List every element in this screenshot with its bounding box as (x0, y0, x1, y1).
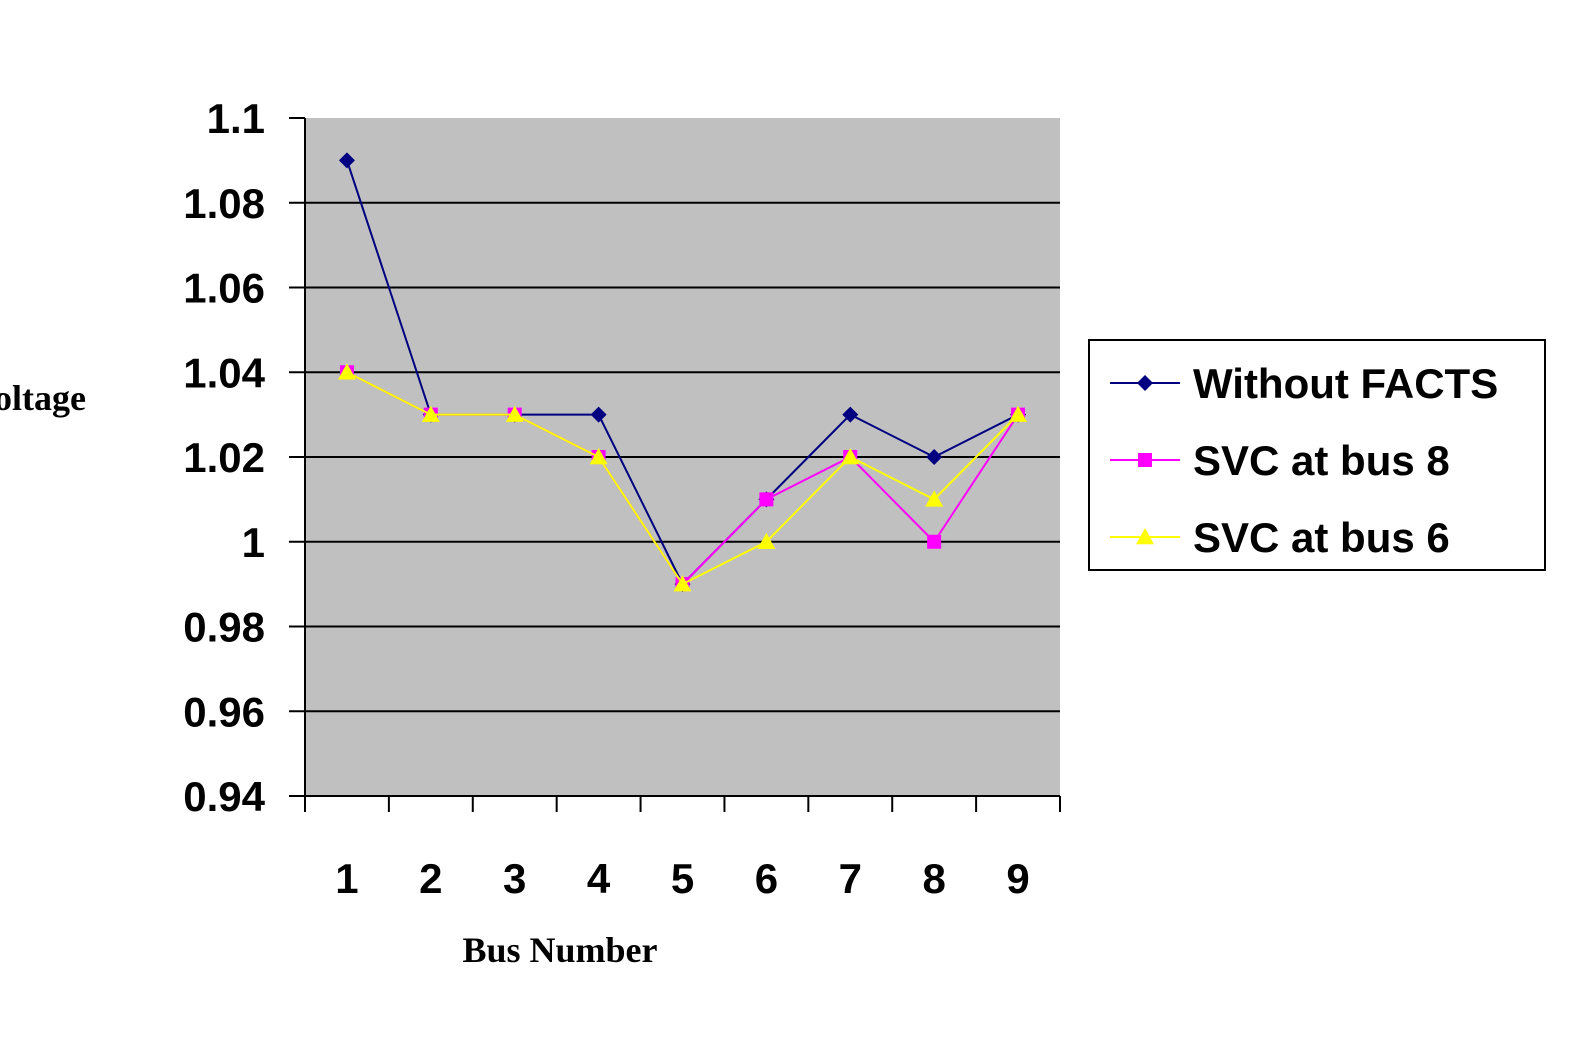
gridlines (305, 201, 1060, 713)
data-point (590, 406, 607, 423)
data-point (926, 449, 943, 465)
x-axis-title: Bus Number (462, 930, 657, 970)
y-tick-label: 1.04 (183, 349, 265, 396)
x-tick-label: 8 (922, 855, 945, 902)
x-tick-labels: 1 2 3 4 5 6 7 8 9 (335, 855, 1029, 902)
data-point (337, 363, 356, 380)
data-point (927, 534, 942, 549)
x-tick-label: 1 (335, 855, 358, 902)
axes (289, 117, 1061, 812)
data-point (1009, 405, 1028, 422)
legend-label: SVC at bus 6 (1193, 514, 1450, 561)
y-tick-label: 1.08 (183, 180, 265, 227)
y-tick-labels: 1.1 1.08 1.06 1.04 1.02 1 0.98 0.96 0.94 (183, 95, 265, 820)
data-point (925, 490, 944, 507)
x-tick-label: 3 (503, 855, 526, 902)
y-tick-label: 1.02 (183, 434, 265, 481)
y-tick-label: 1.1 (207, 95, 265, 142)
y-tick-label: 0.96 (183, 688, 265, 735)
legend: Without FACTS SVC at bus 8 SVC at bus 6 (1088, 339, 1546, 571)
data-point (338, 152, 355, 169)
data-point (842, 406, 859, 423)
data-point (759, 492, 774, 507)
x-tick-label: 7 (839, 855, 862, 902)
legend-item: Without FACTS (1110, 360, 1498, 407)
x-tick-label: 2 (419, 855, 442, 902)
x-tick-label: 4 (587, 855, 611, 902)
legend-label: SVC at bus 8 (1193, 437, 1450, 484)
y-tick-label: 1 (242, 519, 265, 566)
x-tick-label: 5 (671, 855, 694, 902)
data-point (421, 405, 440, 422)
data-point (757, 532, 776, 549)
legend-label: Without FACTS (1193, 360, 1498, 407)
data-point (841, 448, 860, 465)
y-tick-label: 1.06 (183, 265, 265, 312)
data-point (589, 448, 608, 465)
data-point (673, 575, 692, 592)
x-tick-label: 6 (755, 855, 778, 902)
y-tick-label: 0.94 (183, 773, 265, 820)
data-point (1136, 528, 1154, 545)
series-layer (337, 152, 1028, 593)
data-point (1138, 453, 1152, 467)
y-tick-label: 0.98 (183, 604, 265, 651)
data-point (505, 405, 524, 422)
data-point (1137, 375, 1153, 391)
y-axis-title: oltage (0, 378, 86, 418)
series-3 (337, 363, 1028, 592)
legend-item: SVC at bus 6 (1110, 514, 1450, 561)
legend-box (1088, 339, 1546, 571)
legend-items: Without FACTS SVC at bus 8 SVC at bus 6 (1110, 360, 1498, 561)
legend-item: SVC at bus 8 (1110, 437, 1450, 484)
x-tick-label: 9 (1006, 855, 1029, 902)
